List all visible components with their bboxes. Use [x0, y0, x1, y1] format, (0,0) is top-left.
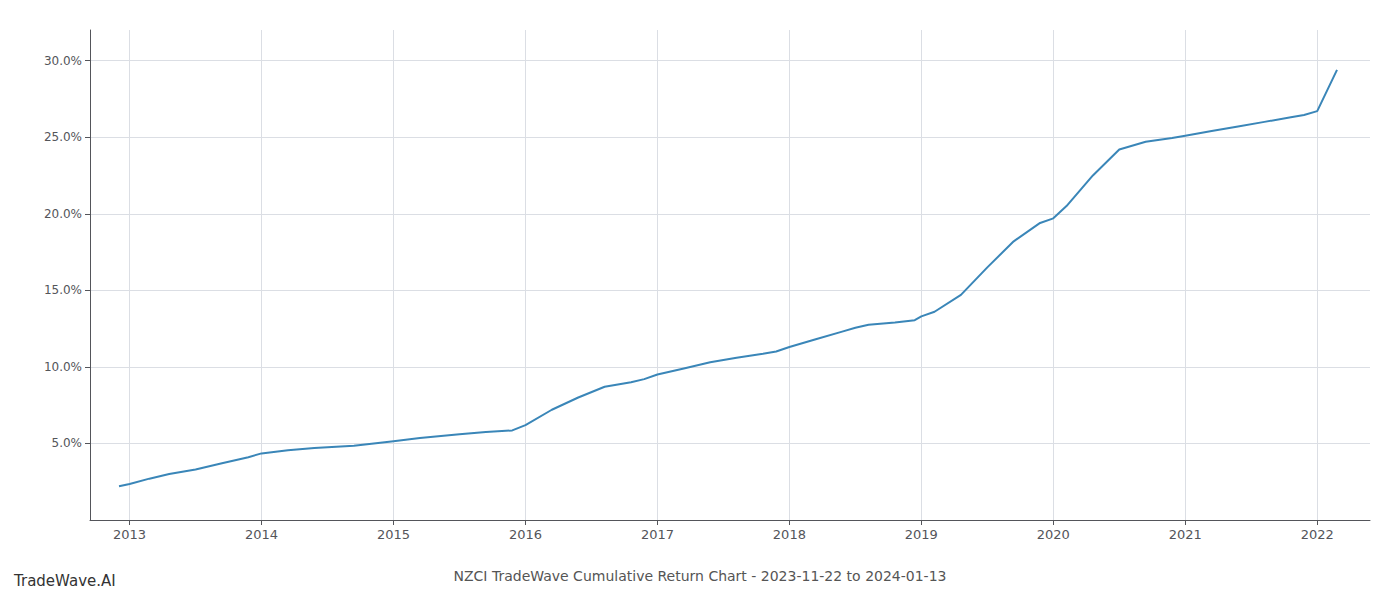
svg-text:30.0%: 30.0% — [44, 54, 82, 68]
svg-text:25.0%: 25.0% — [44, 130, 82, 144]
svg-text:15.0%: 15.0% — [44, 283, 82, 297]
svg-text:2019: 2019 — [905, 527, 938, 542]
svg-text:TradeWave.AI: TradeWave.AI — [13, 572, 116, 590]
svg-text:NZCI TradeWave Cumulative Retu: NZCI TradeWave Cumulative Return Chart -… — [454, 568, 947, 584]
svg-text:2017: 2017 — [641, 527, 674, 542]
svg-text:2015: 2015 — [377, 527, 410, 542]
svg-text:5.0%: 5.0% — [52, 436, 83, 450]
svg-text:2020: 2020 — [1037, 527, 1070, 542]
svg-text:2022: 2022 — [1301, 527, 1334, 542]
svg-text:20.0%: 20.0% — [44, 207, 82, 221]
svg-text:2016: 2016 — [509, 527, 542, 542]
svg-text:2018: 2018 — [773, 527, 806, 542]
svg-text:10.0%: 10.0% — [44, 360, 82, 374]
svg-text:2021: 2021 — [1169, 527, 1202, 542]
svg-text:2013: 2013 — [113, 527, 146, 542]
svg-text:2014: 2014 — [245, 527, 278, 542]
